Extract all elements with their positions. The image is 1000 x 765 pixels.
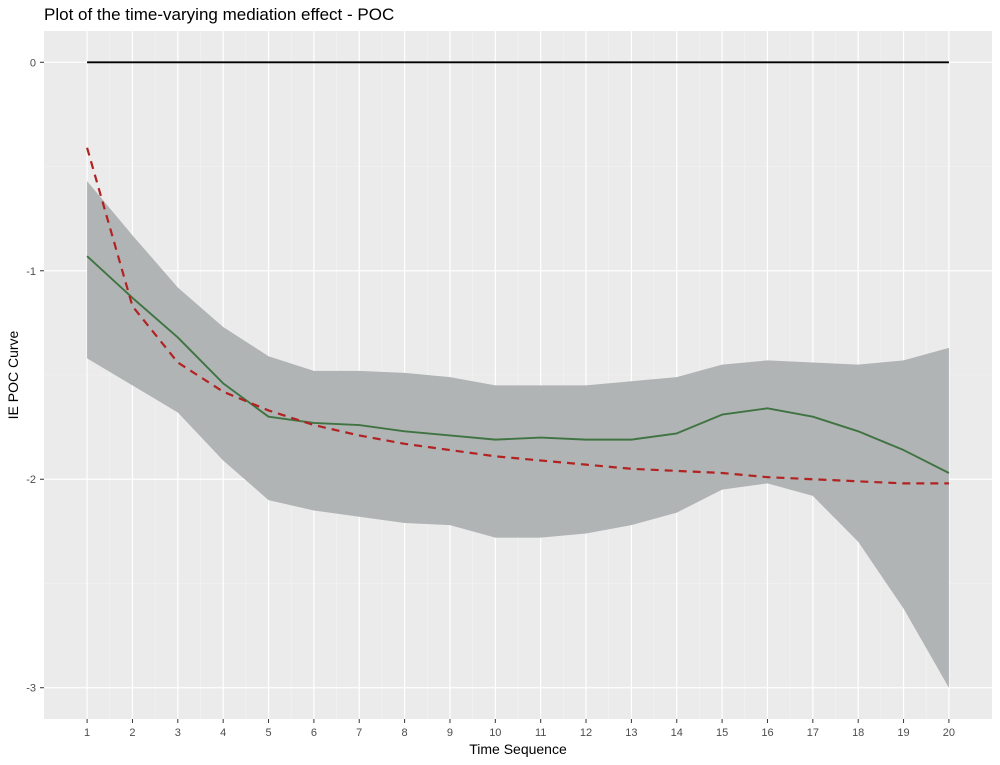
chart-title: Plot of the time-varying mediation effec… xyxy=(44,5,394,24)
x-tick-label: 10 xyxy=(489,727,501,739)
x-tick-label: 13 xyxy=(625,727,637,739)
x-tick-label: 20 xyxy=(943,727,955,739)
series-line-1 xyxy=(86,255,950,474)
y-tick-label: -1 xyxy=(26,266,36,278)
x-tick-label: 5 xyxy=(265,727,271,739)
x-tick-label: 18 xyxy=(852,727,864,739)
x-tick-label: 1 xyxy=(84,727,90,739)
x-tick-label: 16 xyxy=(761,727,773,739)
y-axis-title: IE POC Curve xyxy=(5,330,21,419)
x-axis-title: Time Sequence xyxy=(469,741,567,757)
x-tick-label: 19 xyxy=(897,727,909,739)
x-tick-label: 15 xyxy=(716,727,728,739)
x-tick-label: 6 xyxy=(311,727,317,739)
x-tick-label: 3 xyxy=(175,727,181,739)
x-tick-label: 7 xyxy=(356,727,362,739)
y-tick-label: -3 xyxy=(26,683,36,695)
y-tick-label: -2 xyxy=(26,474,36,486)
x-tick-label: 14 xyxy=(671,727,683,739)
x-tick-label: 2 xyxy=(129,727,135,739)
x-tick-label: 9 xyxy=(447,727,453,739)
y-axis: -3 -2 -1 0 xyxy=(26,57,44,695)
y-tick-label: 0 xyxy=(30,57,36,69)
x-tick-label: 12 xyxy=(580,727,592,739)
x-tick-label: 8 xyxy=(402,727,408,739)
x-tick-label: 11 xyxy=(535,727,546,739)
x-axis: 1 2 3 4 5 6 7 8 9 10 11 12 13 14 15 16 17 18 19 20 xyxy=(84,719,955,739)
x-tick-label: 4 xyxy=(220,727,226,739)
confidence-band xyxy=(87,181,949,688)
series-line-2-dashed xyxy=(86,147,949,485)
x-tick-label: 17 xyxy=(807,727,819,739)
data-layer xyxy=(86,61,950,688)
